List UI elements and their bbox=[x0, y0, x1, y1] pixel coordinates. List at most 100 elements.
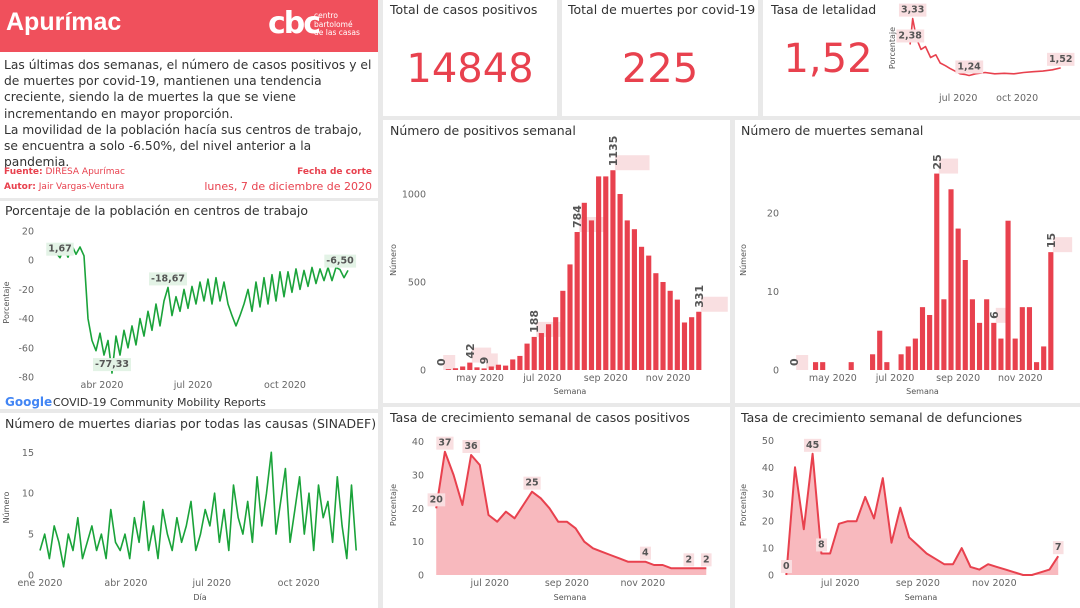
paragraph: La movilidad de la población hacía sus c… bbox=[4, 122, 362, 170]
data-label: 7 bbox=[1055, 542, 1062, 553]
author: Autor: Jair Vargas-Ventura bbox=[4, 182, 124, 192]
bar bbox=[984, 299, 990, 370]
data-label: 1,52 bbox=[1049, 54, 1072, 65]
logo-text: centro bartolomé de las casas bbox=[314, 11, 360, 38]
y-tick-label: 0 bbox=[773, 366, 779, 377]
page-title: Apurímac bbox=[6, 8, 122, 36]
bar bbox=[653, 273, 659, 370]
bar bbox=[560, 290, 566, 370]
y-tick-label: 10 bbox=[767, 287, 779, 298]
x-axis-title: Semana bbox=[906, 387, 939, 396]
bar bbox=[820, 362, 826, 370]
y-tick-label: 15 bbox=[22, 448, 34, 459]
bar bbox=[1012, 338, 1018, 370]
y-tick-label: 30 bbox=[762, 490, 774, 501]
x-axis-title: Día bbox=[193, 593, 206, 602]
y-tick-label: 0 bbox=[420, 366, 426, 377]
bar bbox=[898, 354, 904, 370]
data-label-bg bbox=[938, 158, 959, 174]
data-label-bg bbox=[427, 493, 446, 507]
bar bbox=[467, 362, 473, 370]
bar bbox=[912, 338, 918, 370]
data-label-bg bbox=[700, 553, 712, 567]
data-label-bg bbox=[796, 355, 809, 370]
kpi-label: Total de casos positivos bbox=[390, 2, 538, 17]
source-label: Fuente: bbox=[4, 167, 43, 177]
x-tick-label: oct 2020 bbox=[996, 93, 1038, 104]
bar bbox=[481, 368, 487, 370]
banner: Apurímac cbc centro bartolomé de las cas… bbox=[0, 0, 378, 52]
y-tick-label: 40 bbox=[762, 463, 774, 474]
series-line bbox=[55, 244, 349, 374]
chart-title: Tasa de crecimiento semanal de defuncion… bbox=[740, 410, 1022, 425]
data-label: 784 bbox=[571, 205, 584, 228]
bar bbox=[998, 338, 1004, 370]
cutoff-label: Fecha de corte bbox=[297, 167, 372, 177]
data-label: -6,50 bbox=[326, 256, 354, 267]
bar bbox=[510, 359, 516, 370]
bar bbox=[603, 176, 609, 370]
kpi-card bbox=[383, 0, 557, 116]
bar bbox=[991, 322, 997, 370]
bar bbox=[631, 229, 637, 370]
x-tick-label: jul 2020 bbox=[875, 373, 915, 384]
kpi-card bbox=[562, 0, 758, 116]
data-label: 4 bbox=[642, 548, 649, 559]
y-tick-label: -60 bbox=[18, 343, 34, 354]
bar bbox=[877, 330, 883, 370]
data-label: 9 bbox=[478, 357, 491, 365]
chart-title: Número de positivos semanal bbox=[390, 123, 576, 138]
bar bbox=[517, 355, 523, 370]
x-axis-title: Semana bbox=[554, 593, 587, 602]
bar bbox=[884, 362, 890, 370]
bar bbox=[674, 299, 680, 370]
bar bbox=[474, 367, 480, 370]
x-tick-label: may 2020 bbox=[456, 373, 504, 384]
y-tick-label: 0 bbox=[768, 571, 774, 582]
y-tick-label: 40 bbox=[412, 437, 424, 448]
bar bbox=[503, 365, 509, 370]
y-tick-label: 0 bbox=[28, 256, 34, 267]
bar bbox=[976, 322, 983, 370]
bar bbox=[460, 366, 466, 370]
bar bbox=[696, 311, 702, 370]
source: Fuente: DIRESA Apurímac bbox=[4, 167, 125, 177]
y-axis-title: Número bbox=[739, 244, 748, 276]
data-label: -18,67 bbox=[151, 273, 185, 284]
data-label-bg bbox=[639, 546, 651, 560]
bar bbox=[596, 176, 602, 370]
data-label: 42 bbox=[464, 343, 477, 358]
x-tick-label: sep 2020 bbox=[896, 578, 940, 589]
bar bbox=[524, 343, 530, 370]
kpi-label: Total de muertes por covid-19 bbox=[568, 2, 756, 17]
x-tick-label: nov 2020 bbox=[620, 578, 665, 589]
x-tick-label: jul 2020 bbox=[173, 380, 213, 391]
y-tick-label: 10 bbox=[412, 537, 424, 548]
kpi-card bbox=[763, 0, 1080, 116]
data-label-bg bbox=[816, 538, 828, 552]
area-fill bbox=[786, 453, 1059, 575]
x-tick-label: nov 2020 bbox=[972, 578, 1017, 589]
data-label: 36 bbox=[464, 441, 478, 452]
data-label-bg bbox=[700, 296, 728, 312]
data-label: 3,33 bbox=[901, 5, 924, 16]
bar bbox=[1026, 307, 1033, 370]
x-tick-label: jul 2020 bbox=[820, 578, 860, 589]
bar bbox=[1048, 252, 1054, 370]
bar bbox=[919, 307, 926, 370]
x-tick-label: abr 2020 bbox=[81, 380, 124, 391]
logo: cbc bbox=[268, 6, 321, 41]
kpi-label: Tasa de letalidad bbox=[771, 2, 877, 17]
data-label-bg bbox=[780, 560, 792, 573]
paragraph: Las últimas dos semanas, el número de ca… bbox=[4, 58, 372, 121]
chart-title: Número de muertes diarias por todas las … bbox=[5, 416, 376, 431]
bar bbox=[638, 246, 645, 370]
data-label-bg bbox=[1052, 541, 1064, 555]
x-tick-label: jul 2020 bbox=[938, 93, 978, 104]
bar bbox=[667, 290, 673, 370]
bar bbox=[488, 366, 494, 370]
x-tick-label: sep 2020 bbox=[584, 373, 628, 384]
x-tick-label: oct 2020 bbox=[278, 578, 320, 589]
data-label: -77,33 bbox=[95, 359, 129, 370]
data-label-bg bbox=[436, 436, 454, 450]
